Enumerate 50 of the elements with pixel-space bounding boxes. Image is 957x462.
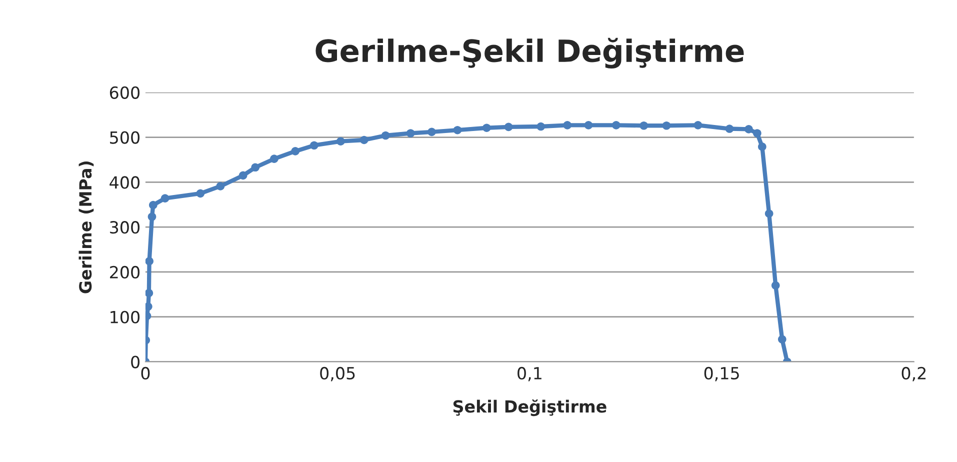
point — [145, 302, 152, 311]
point — [196, 189, 205, 198]
point — [251, 163, 260, 172]
point — [584, 121, 593, 130]
point — [758, 142, 766, 151]
point — [563, 121, 572, 130]
y-tick-label: 600 — [110, 86, 140, 99]
y-tick-label: 0 — [131, 356, 140, 368]
point — [612, 121, 620, 130]
point — [725, 124, 734, 133]
point — [662, 121, 671, 130]
point — [640, 121, 648, 130]
y-tick-label: 500 — [110, 131, 140, 144]
point — [310, 141, 318, 150]
point — [406, 129, 415, 138]
point — [148, 212, 156, 221]
x-tick-label: 0,1 — [518, 366, 542, 382]
point — [694, 121, 702, 130]
y-tick-label: 300 — [110, 221, 140, 234]
point — [536, 122, 546, 131]
point — [428, 128, 436, 136]
point — [145, 288, 154, 298]
point — [145, 257, 154, 266]
y-axis-title: Gerilme (MPa) — [78, 162, 94, 294]
point — [482, 124, 491, 132]
point — [778, 335, 786, 344]
x-tick-label: 0 — [141, 366, 150, 380]
point — [148, 200, 158, 210]
y-tick-label: 100 — [110, 310, 140, 324]
point — [504, 122, 513, 132]
x-tick-label: 0,05 — [320, 366, 355, 382]
point — [744, 125, 753, 134]
y-tick-label: 400 — [110, 176, 140, 189]
point — [291, 147, 300, 156]
point — [771, 281, 780, 290]
point — [270, 154, 278, 164]
point — [764, 209, 774, 218]
x-tick-label: 0,15 — [704, 366, 739, 382]
point — [336, 137, 345, 146]
point — [360, 136, 368, 144]
y-tick-label: 200 — [110, 266, 140, 279]
point — [160, 194, 170, 203]
chart-title: Gerilme-Şekil Değiştirme — [316, 38, 744, 68]
x-axis-title: Şekil Değiştirme — [453, 399, 606, 416]
point — [753, 129, 762, 138]
point — [453, 126, 462, 134]
point — [216, 182, 225, 190]
point — [381, 131, 390, 140]
x-tick-label: 0,2 — [902, 366, 926, 382]
point — [238, 171, 248, 180]
